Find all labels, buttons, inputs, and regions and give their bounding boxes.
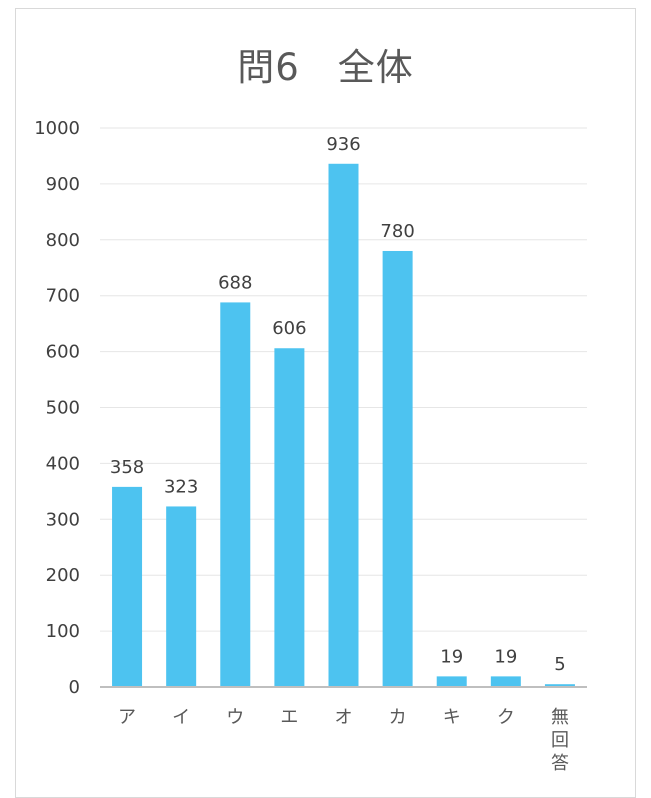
data-label: 936	[326, 134, 360, 155]
chart-title: 問6 全体	[237, 46, 414, 89]
y-tick-label: 300	[46, 509, 80, 530]
x-category-label: エ	[280, 707, 298, 728]
y-tick-label: 400	[46, 453, 80, 474]
bar	[382, 250, 413, 688]
y-tick-label: 800	[46, 230, 80, 251]
y-tick-label: 1000	[34, 118, 80, 139]
bar	[436, 676, 467, 687]
x-category-label: キ	[443, 707, 461, 728]
x-category-label: ア	[118, 707, 136, 728]
x-category-label: ウ	[226, 707, 244, 728]
data-label: 19	[494, 646, 517, 667]
y-tick-label: 200	[46, 565, 80, 586]
bar	[490, 676, 521, 687]
bar	[220, 302, 251, 687]
bar	[112, 486, 143, 687]
data-label: 5	[554, 654, 565, 675]
data-label: 606	[272, 318, 306, 339]
data-label: 688	[218, 272, 252, 293]
x-category-label: オ	[335, 707, 353, 728]
y-tick-label: 600	[46, 342, 80, 363]
y-tick-label: 700	[46, 286, 80, 307]
bar	[544, 684, 575, 687]
x-category-label: ク	[497, 707, 515, 728]
x-category-label: イ	[172, 707, 190, 728]
bar	[328, 163, 359, 687]
y-tick-label: 100	[46, 621, 80, 642]
data-label: 19	[440, 646, 463, 667]
y-tick-label: 0	[69, 677, 80, 698]
bar	[166, 506, 197, 687]
y-tick-label: 900	[46, 174, 80, 195]
x-category-label: カ	[389, 707, 407, 728]
data-label: 780	[380, 221, 414, 242]
data-label: 323	[164, 476, 198, 497]
x-category-label: 無回答	[551, 707, 569, 774]
y-tick-label: 500	[46, 398, 80, 419]
data-label: 358	[110, 457, 144, 478]
bar	[274, 348, 305, 687]
